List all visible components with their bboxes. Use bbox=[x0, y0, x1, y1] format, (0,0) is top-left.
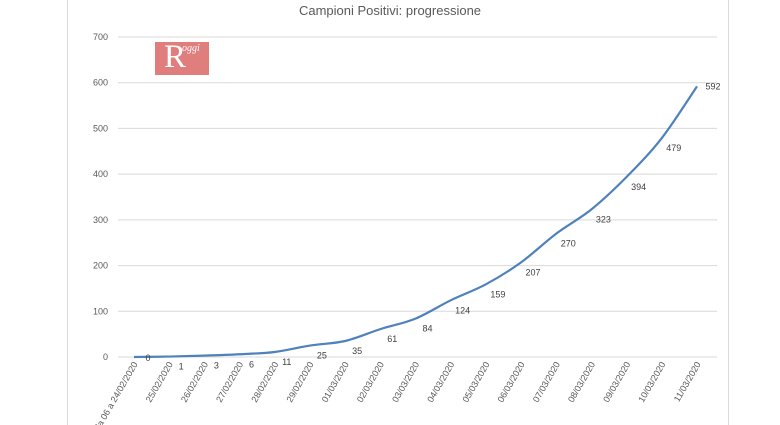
x-tick-label: 08/03/2020 bbox=[566, 360, 597, 404]
y-tick-label: 0 bbox=[103, 352, 108, 362]
x-tick-label: 11/03/2020 bbox=[672, 360, 703, 403]
data-label: 124 bbox=[455, 305, 470, 315]
series-line bbox=[133, 85, 698, 359]
y-tick-label: 300 bbox=[93, 215, 108, 225]
logo-letter: R bbox=[164, 39, 187, 75]
data-label: 6 bbox=[249, 359, 254, 369]
data-label: 207 bbox=[526, 267, 541, 277]
data-label: 25 bbox=[317, 351, 327, 361]
data-label: 592 bbox=[705, 81, 720, 91]
logo-suffix: oggi bbox=[182, 43, 200, 54]
data-label: 0 bbox=[145, 353, 150, 363]
x-tick-label: 05/03/2020 bbox=[460, 360, 491, 404]
data-label: 270 bbox=[561, 239, 576, 249]
data-label: 3 bbox=[214, 361, 219, 371]
x-tick-label: 02/03/2020 bbox=[355, 360, 386, 404]
data-label: 84 bbox=[422, 324, 432, 334]
x-tick-label: 01/03/2020 bbox=[320, 360, 351, 404]
y-tick-label: 400 bbox=[93, 169, 108, 179]
x-tick-label: 10/03/2020 bbox=[636, 360, 667, 404]
data-label: 323 bbox=[596, 214, 611, 224]
data-label: 394 bbox=[631, 182, 646, 192]
data-label: 35 bbox=[352, 346, 362, 356]
data-label: 1 bbox=[179, 362, 184, 372]
x-tick-label: 04/03/2020 bbox=[425, 360, 456, 404]
logo: R oggi bbox=[155, 39, 209, 75]
x-tick-label: 25/02/2020 bbox=[144, 360, 175, 404]
x-tick-label: da 06 a 24/02/2020 bbox=[92, 360, 139, 425]
chart-title: Campioni Positivi: progressione bbox=[298, 3, 482, 18]
data-label: 11 bbox=[282, 357, 291, 367]
x-tick-label: 06/03/2020 bbox=[496, 360, 527, 404]
y-tick-label: 200 bbox=[93, 261, 108, 271]
data-label: 479 bbox=[666, 143, 681, 153]
x-tick-label: 09/03/2020 bbox=[601, 360, 632, 404]
data-label: 159 bbox=[490, 289, 505, 299]
chart-frame bbox=[67, 0, 729, 425]
data-label: 61 bbox=[387, 334, 397, 344]
y-tick-label: 600 bbox=[93, 78, 108, 88]
y-tick-label: 100 bbox=[93, 306, 108, 316]
y-tick-label: 700 bbox=[93, 32, 108, 42]
y-tick-label: 500 bbox=[93, 123, 108, 133]
x-tick-label: 07/03/2020 bbox=[531, 360, 562, 404]
x-tick-label: 03/03/2020 bbox=[390, 360, 421, 404]
